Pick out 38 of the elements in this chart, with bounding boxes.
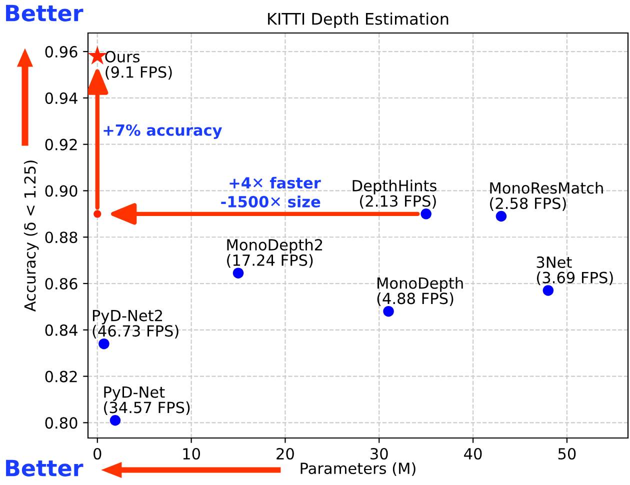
annotation: MonoDepth (4.88 FPS) xyxy=(377,277,463,306)
point xyxy=(383,306,394,317)
y-tick-label: 0.82 xyxy=(45,370,77,382)
annotation: Ours (9.1 FPS) xyxy=(105,50,172,80)
point xyxy=(542,285,554,296)
y-axis-title: Accuracy (δ < 1.25) xyxy=(24,160,39,312)
text: Better xyxy=(6,4,84,22)
y-tick-label: 0.84 xyxy=(45,324,78,336)
y-tick-label: 0.94 xyxy=(45,92,78,104)
text: Better xyxy=(6,460,84,476)
annotation: +4✕ faster -1500✕ size xyxy=(221,176,321,208)
chart-title: KITTI Depth Estimation xyxy=(268,12,448,28)
annotation: MonoDepth2 (17.24 FPS) xyxy=(227,238,322,268)
point xyxy=(496,210,507,222)
x-tick-label: 30 xyxy=(370,448,388,460)
y-tick-label: 0.88 xyxy=(45,232,78,244)
point xyxy=(110,414,121,426)
x-tick-label: 20 xyxy=(276,448,294,460)
annotation: PyD-Net (34.57 FPS) xyxy=(104,386,190,416)
y-tick-label: 0.86 xyxy=(45,278,78,290)
x-tick-label: 40 xyxy=(464,448,482,460)
annotation: +7% accuracy xyxy=(104,124,222,139)
annotation: MonoResMatch (2.58 FPS) xyxy=(490,182,603,211)
point xyxy=(94,210,102,218)
y-tick-label: 0.80 xyxy=(45,417,78,429)
annotation: DepthHints (2.13 FPS) xyxy=(352,180,436,209)
point xyxy=(420,208,432,220)
x-axis-title: Parameters (M) xyxy=(300,462,416,476)
point xyxy=(98,338,110,350)
y-tick-label: 0.92 xyxy=(45,138,77,150)
x-tick-label: 0 xyxy=(94,448,102,460)
annotation: 3Net (3.69 FPS) xyxy=(536,256,613,286)
annotation: PyD-Net2 (46.73 FPS) xyxy=(92,310,178,338)
x-tick-label: 50 xyxy=(558,448,576,460)
y-tick-label: 0.96 xyxy=(45,46,78,58)
x-tick-label: 10 xyxy=(183,448,200,460)
point xyxy=(232,268,244,278)
y-tick-label: 0.90 xyxy=(45,185,78,197)
